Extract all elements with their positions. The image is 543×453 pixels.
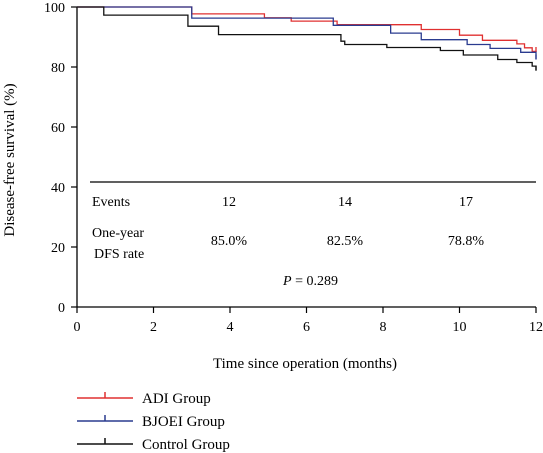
dfs-rate-bjoei: 82.5%: [327, 234, 364, 249]
x-axis-title: Time since operation (months): [213, 356, 397, 372]
dfs-rate-label-line1: One-year: [92, 226, 144, 241]
dfs-rate-control: 78.8%: [448, 234, 485, 249]
legend: ADI Group BJOEI Group Control Group: [77, 391, 230, 453]
legend-item-control: Control Group: [77, 437, 230, 453]
y-axis-title: Disease-free survival (%): [2, 83, 18, 236]
y-tick-label: 60: [51, 121, 65, 136]
axis-ticks: 0 2 4 6 8 10 12 0 20 40 60 80 100: [44, 1, 543, 335]
x-tick-label: 6: [303, 320, 310, 335]
p-value: P = 0.289: [282, 274, 338, 289]
x-tick-label: 8: [380, 320, 387, 335]
y-tick-label: 40: [51, 181, 65, 196]
x-tick-label: 0: [74, 320, 81, 335]
legend-item-bjoei: BJOEI Group: [77, 414, 225, 430]
survival-curves: [77, 6, 537, 71]
legend-label-control: Control Group: [142, 437, 230, 453]
risk-table: Events 12 14 17 One-year DFS rate 85.0% …: [90, 181, 536, 289]
y-tick-label: 80: [51, 61, 65, 76]
dfs-rate-label-line2: DFS rate: [94, 247, 144, 262]
y-tick-label: 20: [51, 241, 65, 256]
curve-adi: [77, 6, 537, 53]
events-bjoei: 14: [338, 195, 352, 210]
p-symbol: P: [282, 274, 292, 289]
x-tick-label: 4: [227, 320, 234, 335]
y-tick-label: 100: [44, 1, 65, 16]
x-tick-label: 12: [529, 320, 543, 335]
dfs-rate-adi: 85.0%: [211, 234, 248, 249]
y-tick-label: 0: [58, 301, 65, 316]
legend-item-adi: ADI Group: [77, 391, 211, 407]
events-label: Events: [92, 195, 130, 210]
curve-control: [77, 6, 537, 71]
events-adi: 12: [222, 195, 236, 210]
legend-label-adi: ADI Group: [142, 391, 211, 407]
axes: [76, 7, 536, 308]
legend-label-bjoei: BJOEI Group: [142, 414, 225, 430]
curve-bjoei: [77, 6, 537, 60]
x-tick-label: 10: [453, 320, 467, 335]
events-control: 17: [459, 195, 473, 210]
p-value-text: = 0.289: [292, 274, 338, 289]
x-tick-label: 2: [150, 320, 157, 335]
